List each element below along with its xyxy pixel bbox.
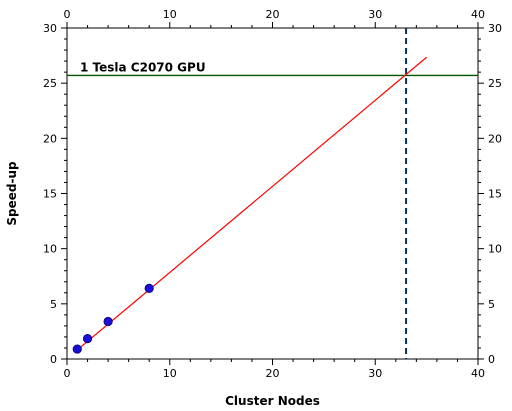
y-tick-label-right: 0 [488,353,495,366]
x-axis-title: Cluster Nodes [225,394,320,408]
x-tick-label-top: 10 [163,8,177,21]
data-points [72,283,154,354]
x-tick-label-bottom: 20 [266,367,280,380]
y-tick-label-left: 0 [50,353,57,366]
x-tick-label-top: 0 [64,8,71,21]
data-point [144,283,154,293]
reference-line-label: 1 Tesla C2070 GPU [80,60,206,74]
data-point [82,333,93,344]
y-tick-label-left: 25 [43,77,57,90]
y-tick-label-left: 20 [43,132,57,145]
x-tick-label-top: 30 [368,8,382,21]
x-tick-label-bottom: 0 [64,367,71,380]
y-tick-label-right: 10 [488,243,502,256]
x-tick-label-bottom: 40 [471,367,485,380]
data-point [72,344,82,354]
plot-area [66,27,479,360]
x-tick-label-bottom: 10 [163,367,177,380]
y-tick-label-right: 5 [488,298,495,311]
x-tick-label-top: 20 [266,8,280,21]
y-tick-label-left: 30 [43,22,57,35]
data-point [103,316,113,327]
y-tick-label-right: 30 [488,22,502,35]
chart-lines [67,28,478,359]
y-tick-label-left: 10 [43,243,57,256]
y-axis-title: Speed-up [5,161,19,226]
y-tick-label-left: 5 [50,298,57,311]
x-tick-label-top: 40 [471,8,485,21]
y-tick-label-right: 15 [488,188,502,201]
y-tick-label-right: 25 [488,77,502,90]
y-tick-label-left: 15 [43,188,57,201]
x-tick-label-bottom: 30 [368,367,382,380]
y-tick-label-right: 20 [488,132,502,145]
linear-fit-line [76,56,428,351]
